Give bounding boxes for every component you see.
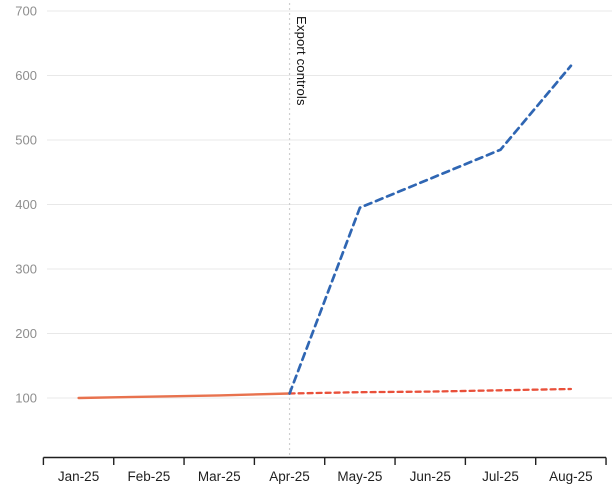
annotation-label: Export controls: [294, 16, 309, 106]
y-axis-label-100: 100: [15, 391, 37, 406]
series-line-blue-dashed: [288, 64, 573, 395]
x-axis-label-Jun-25: Jun-25: [410, 469, 451, 484]
y-axis-label-700: 700: [15, 4, 37, 19]
y-axis-label-300: 300: [15, 262, 37, 277]
y-axis-label-500: 500: [15, 133, 37, 148]
series-line-orange-solid: [77, 392, 291, 400]
series-line-orange-dashed: [288, 387, 573, 395]
y-axis-label-600: 600: [15, 68, 37, 83]
y-axis-label-200: 200: [15, 326, 37, 341]
x-axis-label-Apr-25: Apr-25: [269, 469, 310, 484]
x-axis-label-Mar-25: Mar-25: [198, 469, 241, 484]
x-axis-label-Jul-25: Jul-25: [482, 469, 519, 484]
x-axis-label-May-25: May-25: [337, 469, 382, 484]
x-axis-label-Jan-25: Jan-25: [58, 469, 99, 484]
y-axis-label-400: 400: [15, 197, 37, 212]
x-axis-label-Feb-25: Feb-25: [128, 469, 171, 484]
x-axis-label-Aug-25: Aug-25: [549, 469, 593, 484]
